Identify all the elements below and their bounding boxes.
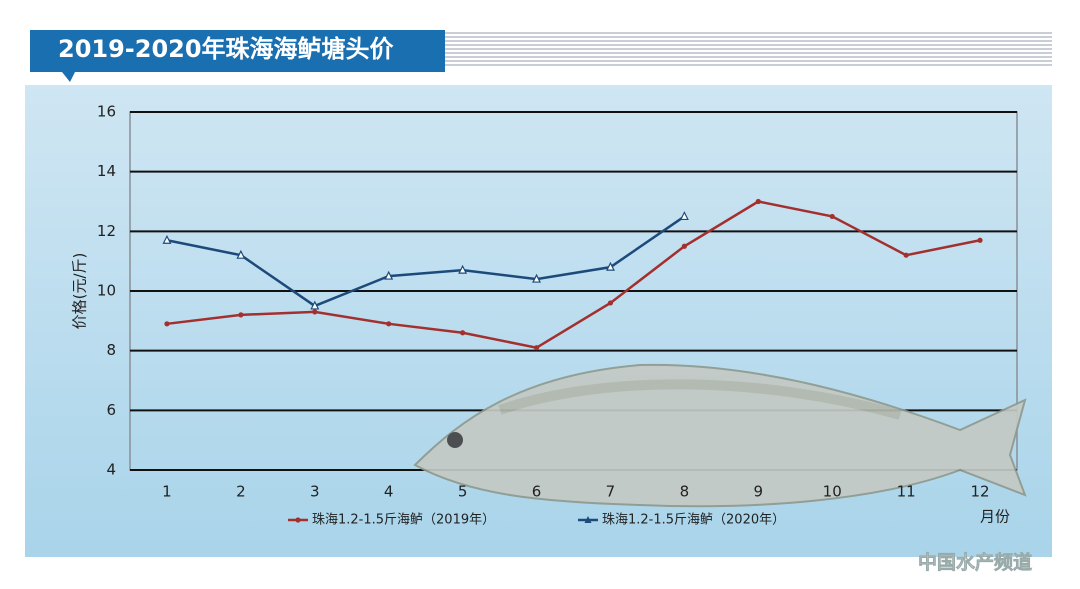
x-tick-label: 9 — [754, 483, 764, 501]
point-marker — [162, 234, 172, 244]
watermark: 中国水产频道 — [918, 551, 1032, 574]
point-marker — [312, 309, 318, 315]
point-marker — [903, 252, 909, 258]
point-marker — [386, 321, 392, 327]
point-marker — [533, 345, 540, 351]
point-marker — [755, 198, 761, 205]
series-line — [166, 200, 981, 350]
x-tick-label: 2 — [236, 483, 246, 501]
x-tick-label: 6 — [532, 483, 542, 501]
point-marker — [607, 300, 614, 306]
y-tick-label: 4 — [106, 461, 116, 479]
point-marker — [605, 261, 615, 271]
point-marker — [829, 213, 835, 220]
point-marker — [532, 273, 542, 283]
point-marker — [460, 330, 466, 336]
x-tick-label: 4 — [384, 483, 394, 501]
legend-marker — [295, 517, 301, 523]
x-tick-label: 5 — [458, 483, 468, 501]
y-tick-label: 14 — [97, 162, 116, 180]
x-tick-label: 11 — [897, 483, 916, 501]
legend-label: 珠海1.2-1.5斤海鲈（2019年） — [312, 513, 495, 528]
x-tick-label: 10 — [823, 483, 842, 501]
y-tick-label: 12 — [97, 222, 116, 240]
x-tick-label: 3 — [310, 483, 320, 501]
title-stripes — [440, 30, 1052, 68]
point-marker — [681, 243, 687, 249]
y-tick-label: 16 — [97, 103, 116, 121]
legend-marker — [584, 516, 592, 523]
point-marker — [458, 264, 468, 274]
y-tick-label: 6 — [106, 401, 116, 419]
point-marker — [164, 321, 170, 327]
point-marker — [977, 237, 983, 243]
point-marker — [236, 249, 246, 259]
y-tick-label: 8 — [106, 341, 116, 359]
x-tick-label: 8 — [680, 483, 690, 501]
point-marker — [238, 312, 244, 318]
legend-label: 珠海1.2-1.5斤海鲈（2020年） — [602, 513, 785, 528]
y-tick-label: 10 — [97, 282, 116, 300]
point-marker — [310, 300, 320, 310]
x-axis-label: 月份 — [980, 508, 1010, 526]
chart-title: 2019-2020年珠海海鲈塘头价 — [58, 35, 395, 63]
x-tick-label: 7 — [606, 483, 616, 501]
title-banner — [30, 30, 445, 82]
y-axis-label: 价格(元/斤) — [71, 253, 89, 330]
fish — [413, 363, 1027, 508]
point-marker — [384, 270, 394, 280]
point-marker — [679, 211, 689, 221]
x-tick-label: 12 — [970, 483, 989, 501]
series-line — [166, 215, 686, 308]
x-tick-label: 1 — [162, 483, 172, 501]
